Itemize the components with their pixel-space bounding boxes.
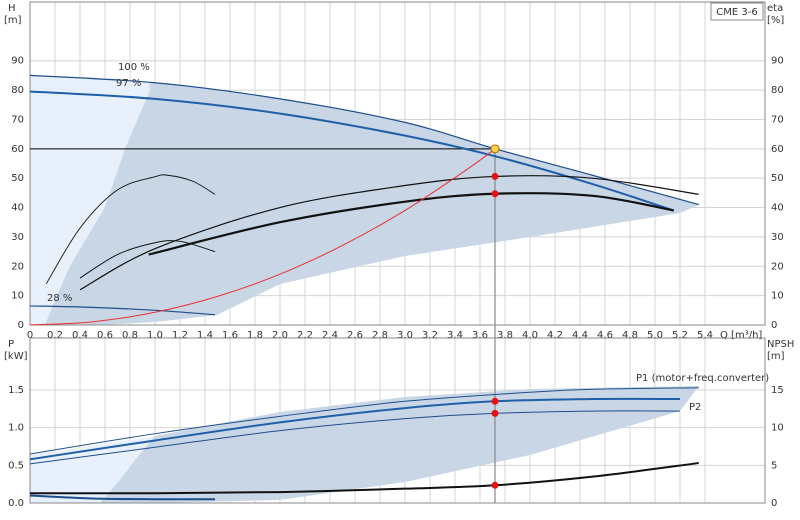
x-tick-label: 2.2	[297, 330, 313, 341]
y2-tick-label: 0	[771, 320, 777, 331]
curve	[29, 90, 675, 212]
y-axis-label: H	[8, 3, 16, 14]
y-tick-label: 0.5	[8, 460, 24, 471]
x-tick-label: 1.8	[247, 330, 263, 341]
x-tick-label: 3.6	[472, 330, 488, 341]
y-tick-label: 70	[11, 114, 24, 125]
y2-tick-label: 70	[771, 114, 784, 125]
curve	[29, 148, 496, 326]
x-tick-label: 4.2	[547, 330, 563, 341]
dark-region	[100, 386, 699, 503]
x-tick-label: 4.0	[522, 330, 538, 341]
y2-tick-label: 15	[771, 385, 784, 396]
curve	[29, 305, 216, 316]
x-tick-label: 2.0	[272, 330, 288, 341]
x-tick-label: 1.6	[222, 330, 238, 341]
curve	[148, 192, 674, 256]
x-tick-label: 1.0	[147, 330, 163, 341]
curve	[29, 74, 699, 206]
y-tick-label: 20	[11, 261, 24, 272]
y2-tick-label: 60	[771, 144, 784, 155]
product-box	[710, 2, 764, 21]
curve	[79, 175, 699, 291]
y2-axis-unit: [m]	[767, 351, 785, 362]
y-tick-label: 10	[11, 291, 24, 302]
x-tick-label: 0.6	[97, 330, 113, 341]
point	[491, 481, 499, 489]
y2-tick-label: 80	[771, 85, 784, 96]
plot-frame	[29, 1, 766, 326]
x-tick-label: 5.0	[647, 330, 663, 341]
annotation: 100 %	[118, 62, 150, 73]
y2-tick-label: 50	[771, 173, 784, 184]
y2-tick-label: 10	[771, 291, 784, 302]
duty-point	[490, 144, 500, 154]
x-tick-label: 3.8	[497, 330, 513, 341]
x-tick-label: 2.4	[322, 330, 338, 341]
x-tick-label: 5.4	[697, 330, 713, 341]
y2-axis-unit: [%]	[767, 15, 784, 26]
y-tick-label: 50	[11, 173, 24, 184]
y2-tick-label: 0	[771, 498, 777, 509]
y-axis-label: P	[8, 339, 14, 350]
point	[491, 190, 499, 198]
y-axis-unit: [m]	[4, 15, 22, 26]
y2-tick-label: 90	[771, 56, 784, 67]
y2-tick-label: 10	[771, 423, 784, 434]
y2-tick-label: 20	[771, 261, 784, 272]
x-tick-label: 0.8	[122, 330, 138, 341]
x-tick-label: 3.0	[397, 330, 413, 341]
x-tick-label: 1.4	[197, 330, 213, 341]
curve	[29, 410, 681, 465]
operating-regions	[30, 75, 699, 503]
y-tick-label: 40	[11, 203, 24, 214]
x-tick-label: 1.2	[172, 330, 188, 341]
x-axis-label: Q [m³/h]	[720, 330, 762, 341]
curve	[79, 240, 216, 279]
y-tick-label: 60	[11, 144, 24, 155]
y2-axis-label: eta	[767, 3, 783, 14]
x-tick-label: 2.6	[347, 330, 363, 341]
y-tick-label: 30	[11, 232, 24, 243]
point	[491, 172, 499, 180]
y-tick-label: 80	[11, 85, 24, 96]
x-tick-label: 4.6	[597, 330, 613, 341]
curve	[29, 387, 699, 455]
dark-region	[45, 82, 699, 325]
x-tick-label: 3.2	[422, 330, 438, 341]
x-tick-label: 0.2	[47, 330, 63, 341]
point	[491, 397, 499, 405]
y2-tick-label: 30	[771, 232, 784, 243]
x-tick-label: 0.4	[72, 330, 88, 341]
y-tick-label: 1.5	[8, 385, 24, 396]
curve	[29, 494, 216, 501]
curve	[29, 397, 681, 461]
point	[491, 409, 499, 417]
x-tick-label: 2.8	[372, 330, 388, 341]
plot-frame	[29, 337, 766, 504]
y-tick-label: 0	[18, 320, 24, 331]
x-tick-label: 4.4	[572, 330, 588, 341]
light-region	[30, 75, 150, 325]
y-axis-unit: [kW]	[4, 351, 28, 362]
y2-axis-label: NPSH	[767, 339, 794, 350]
curve	[29, 462, 699, 495]
annotation: 28 %	[47, 293, 72, 304]
product-label: CME 3-6	[716, 7, 757, 18]
y-tick-label: 1.0	[8, 423, 24, 434]
y2-tick-label: 5	[771, 460, 777, 471]
x-tick-label: 4.8	[622, 330, 638, 341]
y2-tick-label: 40	[771, 203, 784, 214]
annotation: P1 (motor+freq.converter)	[636, 373, 769, 384]
annotation: P2	[689, 402, 701, 413]
x-tick-label: 3.4	[447, 330, 463, 341]
annotation: 97 %	[116, 78, 141, 89]
curve	[45, 174, 216, 285]
y-tick-label: 0.0	[8, 498, 24, 509]
light-region	[30, 436, 155, 503]
x-tick-label: 5.2	[672, 330, 688, 341]
x-tick-label: 0	[27, 330, 33, 341]
y-tick-label: 90	[11, 56, 24, 67]
